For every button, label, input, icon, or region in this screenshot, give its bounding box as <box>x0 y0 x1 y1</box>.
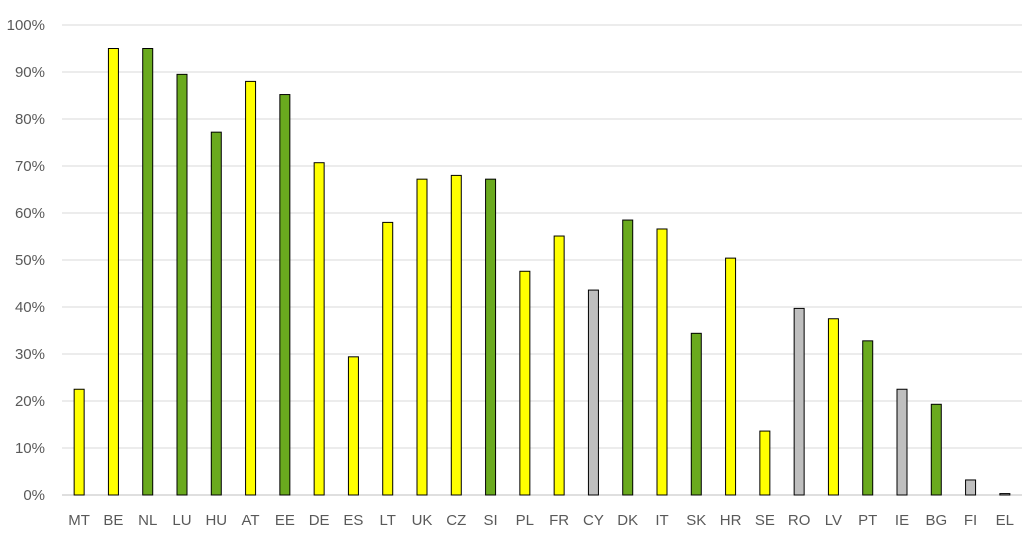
bar-nl <box>142 48 154 496</box>
bar-it <box>656 228 668 496</box>
y-tick-label: 100% <box>7 17 45 34</box>
x-tick-label: CZ <box>446 512 466 529</box>
x-tick-label: MT <box>68 512 90 529</box>
bar-pl <box>519 270 531 496</box>
x-tick-label: RO <box>788 512 811 529</box>
x-tick-label: IT <box>655 512 668 529</box>
x-tick-label: FR <box>549 512 569 529</box>
x-tick-label: DK <box>617 512 638 529</box>
y-tick-label: 10% <box>15 440 45 457</box>
x-tick-label: PT <box>858 512 877 529</box>
bars <box>73 48 1011 496</box>
y-tick-label: 90% <box>15 64 45 81</box>
bar-si <box>485 178 497 496</box>
y-tick-label: 40% <box>15 299 45 316</box>
bar-uk <box>416 178 428 496</box>
bar-fr <box>553 235 565 496</box>
bar-fi <box>965 479 977 496</box>
x-tick-label: BG <box>925 512 947 529</box>
bar-ie <box>896 388 908 496</box>
x-tick-label: HR <box>720 512 742 529</box>
bar-be <box>107 48 119 496</box>
x-tick-label: IE <box>895 512 909 529</box>
x-tick-label: FI <box>964 512 977 529</box>
bar-se <box>759 430 771 496</box>
x-tick-label: AT <box>242 512 260 529</box>
bar-cy <box>587 289 599 496</box>
bar-lv <box>827 318 839 496</box>
x-tick-label: NL <box>138 512 157 529</box>
bar-pt <box>862 340 874 496</box>
x-tick-label: LV <box>825 512 842 529</box>
x-tick-label: ES <box>343 512 363 529</box>
bar-lt <box>382 221 394 496</box>
x-tick-label: CY <box>583 512 604 529</box>
bar-hu <box>210 131 222 496</box>
y-tick-label: 50% <box>15 252 45 269</box>
x-tick-label: BE <box>103 512 123 529</box>
bar-sk <box>690 332 702 496</box>
x-tick-label: LU <box>172 512 191 529</box>
x-tick-label: EL <box>996 512 1014 529</box>
x-tick-label: SK <box>686 512 706 529</box>
x-axis-categories: MT BE NL LU HU AT EE DE ES LT UK CZ SI PL FR CY DK IT SK HR… <box>68 512 1014 529</box>
bar-es <box>347 356 359 496</box>
gridlines <box>62 24 1022 496</box>
bar-dk <box>622 219 634 496</box>
bar-bg <box>930 403 942 496</box>
x-tick-label: DE <box>309 512 330 529</box>
bar-lu <box>176 73 188 496</box>
x-tick-label: PL <box>516 512 534 529</box>
x-tick-label: UK <box>412 512 433 529</box>
bar-el <box>999 493 1011 496</box>
x-tick-label: HU <box>205 512 227 529</box>
y-tick-label: 30% <box>15 346 45 363</box>
x-tick-label: LT <box>380 512 396 529</box>
y-axis-ticks: 0% 10% 20% 30% 40% 50% 60% 70% 80% 90% 100% <box>7 17 45 504</box>
bar-at <box>245 80 257 496</box>
x-tick-label: SI <box>483 512 497 529</box>
y-tick-label: 80% <box>15 111 45 128</box>
bar-de <box>313 162 325 496</box>
bar-cz <box>450 174 462 496</box>
y-tick-label: 0% <box>23 487 45 504</box>
x-tick-label: EE <box>275 512 295 529</box>
x-tick-label: SE <box>755 512 775 529</box>
bar-ee <box>279 94 291 496</box>
bar-ro <box>793 307 805 496</box>
y-tick-label: 20% <box>15 393 45 410</box>
y-tick-label: 60% <box>15 205 45 222</box>
bar-hr <box>725 257 737 496</box>
bar-mt <box>73 388 85 496</box>
y-tick-label: 70% <box>15 158 45 175</box>
